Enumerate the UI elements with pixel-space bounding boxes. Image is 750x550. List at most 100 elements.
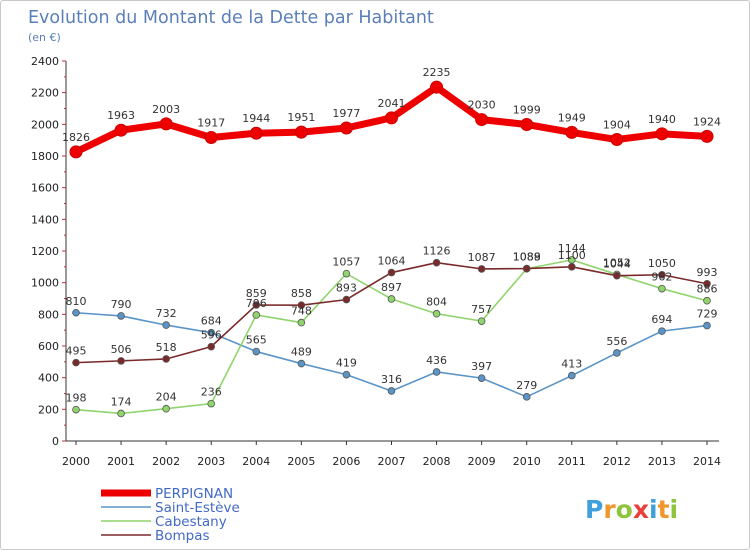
data-point	[610, 133, 624, 147]
data-label: 962	[651, 271, 672, 284]
y-tick-label: 0	[52, 435, 59, 448]
chart-subtitle: (en €)	[28, 31, 61, 44]
y-tick-label: 1400	[31, 213, 59, 226]
data-label: 397	[471, 360, 492, 373]
logo-letter: P	[585, 495, 603, 524]
data-label: 804	[426, 296, 447, 309]
data-label: 236	[201, 386, 222, 399]
data-label: 694	[651, 313, 672, 326]
data-label: 489	[291, 346, 312, 359]
data-label: 1126	[423, 245, 451, 258]
data-point	[162, 321, 170, 329]
data-point	[475, 113, 489, 127]
x-tick-label: 2008	[423, 455, 451, 468]
data-point	[204, 130, 218, 144]
data-point	[522, 264, 531, 273]
data-label: 790	[111, 298, 132, 311]
data-label: 1044	[603, 258, 631, 271]
data-label: 859	[246, 287, 267, 300]
data-label: 1917	[197, 116, 225, 129]
data-label: 2003	[152, 103, 180, 116]
data-point	[432, 368, 441, 376]
data-label: 316	[381, 373, 402, 386]
data-point	[72, 405, 80, 414]
data-label: 796	[246, 297, 267, 310]
logo-text: Proxiti	[585, 495, 678, 524]
data-point	[342, 370, 351, 379]
data-label: 556	[606, 335, 627, 348]
data-label: 1057	[332, 256, 360, 269]
data-label: 506	[111, 343, 132, 356]
data-label: 204	[156, 391, 177, 404]
data-label: 858	[291, 287, 312, 300]
logo-letter: o	[616, 495, 633, 524]
data-label: 1963	[107, 109, 135, 122]
data-point	[69, 145, 83, 159]
data-point	[613, 349, 621, 357]
data-labels: 1826 1963 2003 1917 1944 1951 1977 2041 2235 2030…	[62, 66, 721, 408]
data-point	[294, 125, 308, 139]
data-point	[567, 263, 576, 271]
data-point	[117, 409, 125, 418]
data-point	[114, 123, 128, 137]
x-tick-label: 2004	[242, 455, 270, 468]
data-label: 495	[66, 345, 87, 358]
data-point	[342, 269, 351, 278]
data-point	[703, 296, 711, 305]
data-point	[477, 374, 486, 382]
data-point	[207, 399, 216, 408]
data-label: 897	[381, 281, 402, 294]
legend-label: Cabestany	[155, 514, 227, 530]
y-tick-label: 2200	[31, 87, 59, 100]
data-point	[252, 311, 261, 319]
data-point	[297, 301, 306, 309]
data-point	[703, 321, 711, 330]
data-point	[297, 359, 306, 368]
y-tick-label: 1800	[31, 150, 59, 163]
data-label: 1940	[648, 113, 676, 126]
data-point	[522, 393, 531, 401]
data-label: 174	[111, 395, 132, 408]
data-label: 1087	[468, 251, 496, 264]
data-label: 757	[471, 303, 492, 316]
data-point	[520, 117, 534, 131]
data-point	[162, 404, 170, 413]
logo-letter: x	[633, 495, 649, 524]
chart-title: Evolution du Montant de la Dette par Hab…	[28, 8, 434, 28]
data-point	[117, 312, 125, 320]
data-label: 993	[697, 266, 718, 279]
data-label: 1826	[62, 131, 90, 144]
data-point	[387, 295, 396, 303]
data-label: 279	[516, 379, 537, 392]
x-tick-label: 2001	[107, 455, 135, 468]
data-label: 1088	[513, 251, 541, 264]
data-point	[72, 358, 80, 367]
data-point	[658, 327, 666, 335]
data-point	[430, 80, 444, 94]
data-label: 2030	[468, 99, 496, 112]
x-tick-label: 2003	[197, 455, 225, 468]
data-point	[387, 387, 396, 395]
data-label: 1144	[558, 242, 586, 255]
data-point	[252, 347, 261, 356]
data-label: 1904	[603, 119, 631, 132]
data-label: 198	[66, 392, 87, 405]
y-tick-label: 2400	[31, 55, 59, 68]
logo-letter: i	[649, 495, 658, 524]
x-tick-label: 2010	[513, 455, 541, 468]
x-tick-label: 2013	[648, 455, 676, 468]
data-label: 1949	[558, 111, 586, 124]
legend-label: PERPIGNAN	[155, 486, 233, 502]
x-tick-label: 2011	[558, 455, 586, 468]
data-point	[658, 284, 666, 293]
data-label: 518	[156, 341, 177, 354]
data-label: 1100	[558, 249, 586, 262]
x-tick-label: 2002	[152, 455, 180, 468]
data-point	[252, 301, 261, 309]
data-point	[703, 279, 711, 288]
data-point	[339, 121, 353, 135]
data-point	[207, 328, 216, 337]
